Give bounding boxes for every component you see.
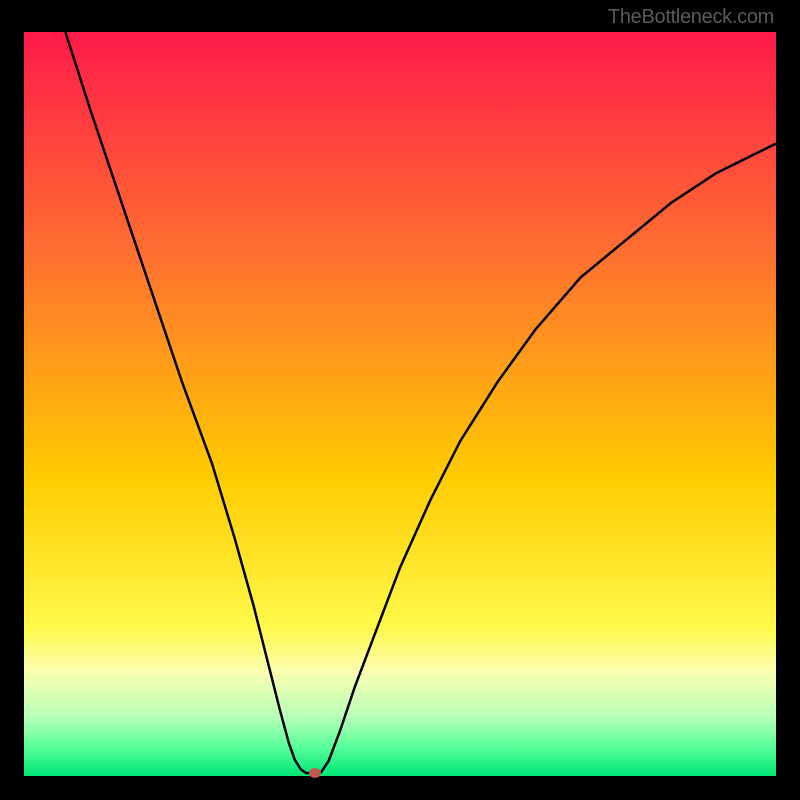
watermark-text: TheBottleneck.com xyxy=(608,6,774,29)
bottleneck-curve xyxy=(24,32,776,776)
minimum-marker xyxy=(309,768,321,778)
chart-plot-area xyxy=(24,32,776,776)
